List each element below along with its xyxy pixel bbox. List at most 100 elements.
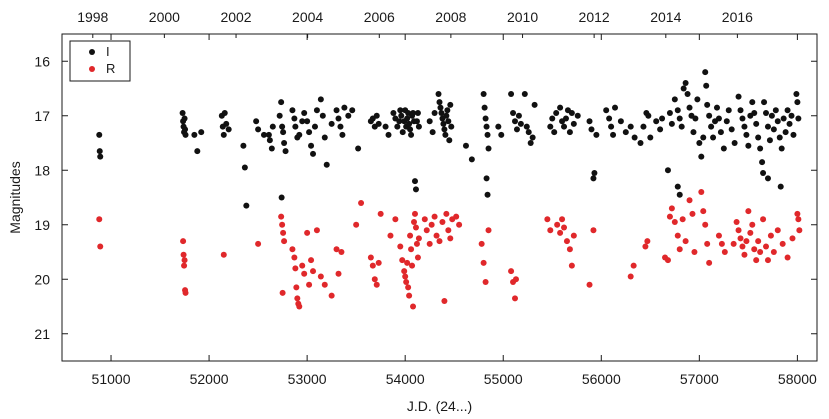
data-point-i bbox=[549, 115, 556, 122]
data-point-i bbox=[181, 115, 188, 122]
data-point-i bbox=[757, 145, 764, 152]
data-point-i bbox=[566, 129, 573, 136]
data-point-i bbox=[517, 120, 524, 127]
data-point-i bbox=[398, 112, 405, 119]
data-point-i bbox=[438, 110, 445, 117]
data-point-r bbox=[671, 219, 678, 226]
data-point-r bbox=[586, 281, 593, 288]
data-point-i bbox=[268, 145, 275, 152]
data-point-r bbox=[737, 235, 744, 242]
data-point-i bbox=[448, 123, 455, 130]
data-point-i bbox=[408, 131, 415, 138]
data-point-i bbox=[793, 90, 800, 97]
data-point-r bbox=[358, 199, 365, 206]
data-point-r bbox=[317, 273, 324, 280]
legend-box bbox=[69, 40, 131, 82]
data-point-r bbox=[561, 224, 568, 231]
data-point-i bbox=[291, 115, 298, 122]
data-point-r bbox=[753, 257, 760, 264]
data-point-i bbox=[692, 115, 699, 122]
data-point-r bbox=[557, 229, 564, 236]
data-point-r bbox=[410, 303, 417, 310]
data-point-r bbox=[371, 276, 378, 283]
data-point-r bbox=[397, 243, 404, 250]
data-point-r bbox=[279, 289, 286, 296]
data-point-i bbox=[574, 112, 581, 119]
data-point-i bbox=[269, 123, 276, 130]
data-point-r bbox=[414, 254, 421, 261]
data-point-i bbox=[523, 123, 530, 130]
data-point-r bbox=[779, 240, 786, 247]
data-point-r bbox=[407, 232, 414, 239]
data-point-i bbox=[292, 123, 299, 130]
data-point-r bbox=[328, 292, 335, 299]
data-point-i bbox=[622, 129, 629, 136]
top-tick-label: 2002 bbox=[220, 9, 251, 25]
data-point-i bbox=[311, 123, 318, 130]
data-point-i bbox=[678, 123, 685, 130]
data-point-i bbox=[328, 120, 335, 127]
data-point-i bbox=[349, 107, 356, 114]
data-point-i bbox=[241, 164, 248, 171]
x-tick-label: 57000 bbox=[680, 371, 719, 387]
data-point-i bbox=[739, 115, 746, 122]
data-point-r bbox=[405, 284, 412, 291]
data-point-i bbox=[753, 120, 760, 127]
data-point-r bbox=[676, 246, 683, 253]
data-point-i bbox=[510, 110, 517, 117]
data-point-i bbox=[304, 118, 311, 125]
data-point-r bbox=[293, 284, 300, 291]
data-point-i bbox=[296, 131, 303, 138]
data-point-i bbox=[568, 110, 575, 117]
data-point-i bbox=[414, 110, 421, 117]
top-tick-label: 2008 bbox=[435, 9, 466, 25]
data-point-i bbox=[443, 112, 450, 119]
data-point-r bbox=[439, 219, 446, 226]
data-point-r bbox=[682, 238, 689, 245]
data-point-r bbox=[421, 216, 428, 223]
data-point-i bbox=[521, 90, 528, 97]
data-point-i bbox=[696, 140, 703, 146]
data-point-r bbox=[291, 254, 298, 261]
data-point-i bbox=[776, 134, 783, 141]
data-point-r bbox=[415, 235, 422, 242]
data-point-i bbox=[637, 140, 644, 146]
data-point-i bbox=[404, 115, 411, 122]
data-point-r bbox=[453, 213, 460, 220]
data-point-r bbox=[763, 243, 770, 250]
data-point-i bbox=[484, 191, 491, 198]
data-point-r bbox=[220, 251, 227, 258]
data-point-i bbox=[684, 90, 691, 97]
data-point-i bbox=[561, 123, 568, 130]
data-point-i bbox=[480, 90, 487, 97]
data-point-i bbox=[444, 107, 451, 114]
data-point-r bbox=[281, 238, 288, 245]
data-point-i bbox=[240, 142, 247, 149]
data-point-i bbox=[647, 134, 654, 141]
data-point-i bbox=[764, 175, 771, 182]
data-point-r bbox=[795, 216, 802, 223]
data-point-i bbox=[627, 123, 634, 130]
data-point-r bbox=[774, 227, 781, 234]
data-point-r bbox=[280, 229, 287, 236]
data-point-r bbox=[559, 216, 566, 223]
data-point-i bbox=[751, 110, 758, 117]
data-point-r bbox=[180, 238, 187, 245]
data-point-i bbox=[715, 115, 722, 122]
data-point-i bbox=[759, 159, 766, 166]
data-point-i bbox=[415, 123, 422, 130]
data-point-i bbox=[737, 107, 744, 114]
data-point-i bbox=[223, 120, 230, 127]
data-point-i bbox=[255, 126, 262, 133]
data-point-r bbox=[760, 216, 767, 223]
data-point-i bbox=[764, 123, 771, 130]
data-point-i bbox=[795, 115, 802, 122]
data-point-r bbox=[411, 219, 418, 226]
data-point-i bbox=[266, 137, 273, 144]
data-point-i bbox=[394, 123, 401, 130]
data-point-i bbox=[761, 99, 768, 106]
data-point-i bbox=[429, 129, 436, 136]
data-point-r bbox=[512, 276, 519, 283]
data-point-i bbox=[631, 134, 638, 141]
